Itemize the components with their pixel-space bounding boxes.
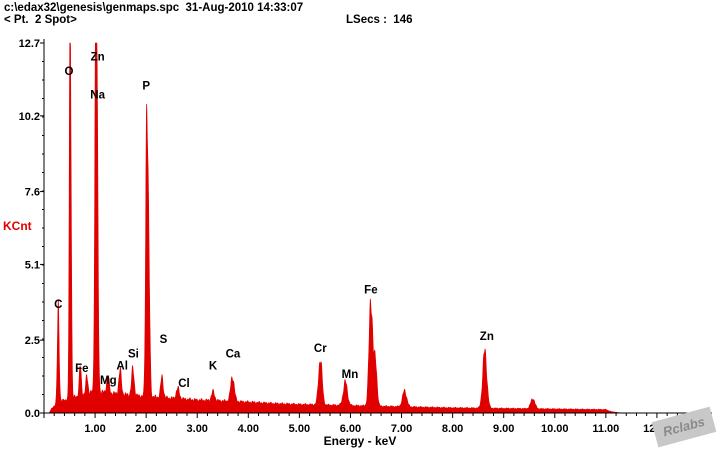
x-tick-label: 5.00 <box>289 423 310 435</box>
peak-label-cl: Cl <box>178 378 190 390</box>
x-tick-label: 11.00 <box>592 423 619 435</box>
y-tick-label: 7.6 <box>25 187 40 199</box>
y-tick-label: 0.0 <box>25 408 40 420</box>
peak-label-mg: Mg <box>100 375 117 387</box>
file-path: c:\edax32\genesis\genmaps.spc <box>4 2 180 14</box>
peak-label-c: C <box>54 299 62 311</box>
peak-label-na: Na <box>90 89 105 101</box>
spectrum-series <box>44 42 708 414</box>
peak-label-cr: Cr <box>314 343 327 355</box>
x-tick-label: 9.00 <box>493 423 514 435</box>
peak-label-o: O <box>65 66 74 78</box>
file-path-line: c:\edax32\genesis\genmaps.spc 31-Aug-201… <box>4 2 303 15</box>
y-axis-unit-label: KCnt <box>3 219 32 233</box>
live-seconds-label: LSecs : 146 <box>346 14 413 26</box>
y-tick-label: 12.7 <box>19 38 40 50</box>
chart-axes: 0.0 2.5 5.1 7.6 10.2 12.7 1.00 2.00 3.00 4.00 5.00… <box>19 38 715 448</box>
y-tick-label: 5.1 <box>25 259 40 271</box>
peak-label-ca: Ca <box>226 349 241 361</box>
peak-label-fe: Fe <box>364 285 377 297</box>
y-tick-label: 10.2 <box>19 111 40 123</box>
peak-label-p: P <box>142 81 150 93</box>
peak-label-fe: Fe <box>75 363 88 375</box>
y-tick-label: 2.5 <box>25 335 40 347</box>
peak-label-zn: Zn <box>91 51 105 63</box>
x-tick-label: 1.00 <box>84 423 105 435</box>
peak-label-mn: Mn <box>342 369 359 381</box>
x-tick-label: 4.00 <box>238 423 259 435</box>
x-tick-label: 3.00 <box>187 423 208 435</box>
x-tick-label: 7.00 <box>391 423 412 435</box>
peak-label-si: Si <box>128 349 139 361</box>
acquisition-datetime: 31-Aug-2010 14:33:07 <box>185 2 304 14</box>
x-tick-label: 2.00 <box>135 423 156 435</box>
x-axis-title: Energy - keV <box>324 434 397 448</box>
x-tick-label: 8.00 <box>442 423 463 435</box>
x-tick-label: 6.00 <box>340 423 361 435</box>
x-tick-label: 10.00 <box>541 423 569 435</box>
peak-label-k: K <box>209 360 218 372</box>
spot-label: < Pt. 2 Spot> <box>4 14 77 26</box>
spectrum-area <box>44 42 708 414</box>
peak-label-zn: Zn <box>480 331 494 343</box>
peak-label-al: Al <box>116 360 128 372</box>
peak-label-s: S <box>160 334 168 346</box>
